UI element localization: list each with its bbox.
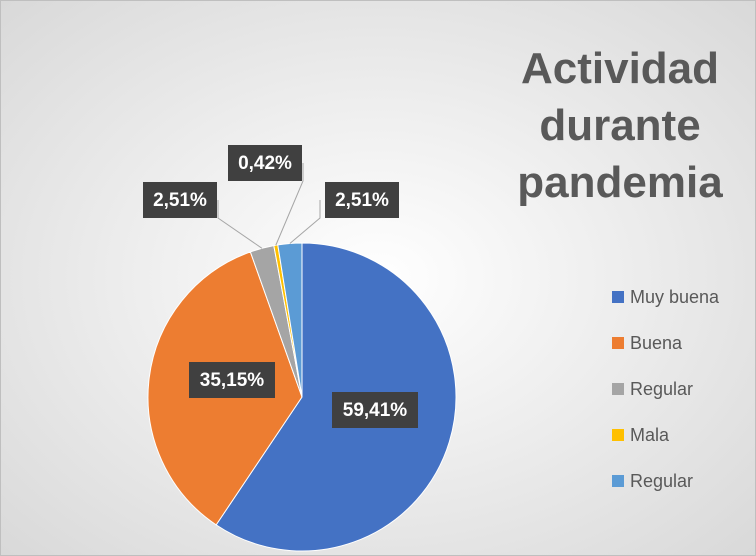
legend-label: Muy buena bbox=[630, 287, 720, 307]
plot: 59,41% 35,15% 2,51% 0,42% 2,51% Muy buena Buen… bbox=[143, 145, 720, 552]
chart-title: Actividad durante pandemia bbox=[517, 44, 723, 207]
data-label: 35,15% bbox=[200, 370, 265, 391]
legend-swatch bbox=[612, 383, 624, 395]
legend-swatch bbox=[612, 429, 624, 441]
data-label-box bbox=[325, 182, 399, 218]
legend-label: Regular bbox=[630, 379, 693, 399]
leader-line bbox=[275, 163, 304, 246]
leader-line bbox=[289, 200, 321, 244]
legend-label: Mala bbox=[630, 425, 670, 445]
data-label: 0,42% bbox=[238, 153, 292, 174]
data-label-box bbox=[143, 182, 217, 218]
legend-swatch bbox=[612, 475, 624, 487]
data-label-box bbox=[189, 362, 275, 398]
data-label-box bbox=[228, 145, 302, 181]
leader-line bbox=[217, 200, 263, 249]
legend-label: Regular bbox=[630, 471, 693, 491]
data-label: 2,51% bbox=[153, 190, 207, 211]
data-label: 59,41% bbox=[343, 400, 408, 421]
legend-label: Buena bbox=[630, 333, 683, 353]
legend-swatch bbox=[612, 337, 624, 349]
legend-swatch bbox=[612, 291, 624, 303]
data-label-box bbox=[332, 392, 418, 428]
data-label: 2,51% bbox=[335, 190, 389, 211]
